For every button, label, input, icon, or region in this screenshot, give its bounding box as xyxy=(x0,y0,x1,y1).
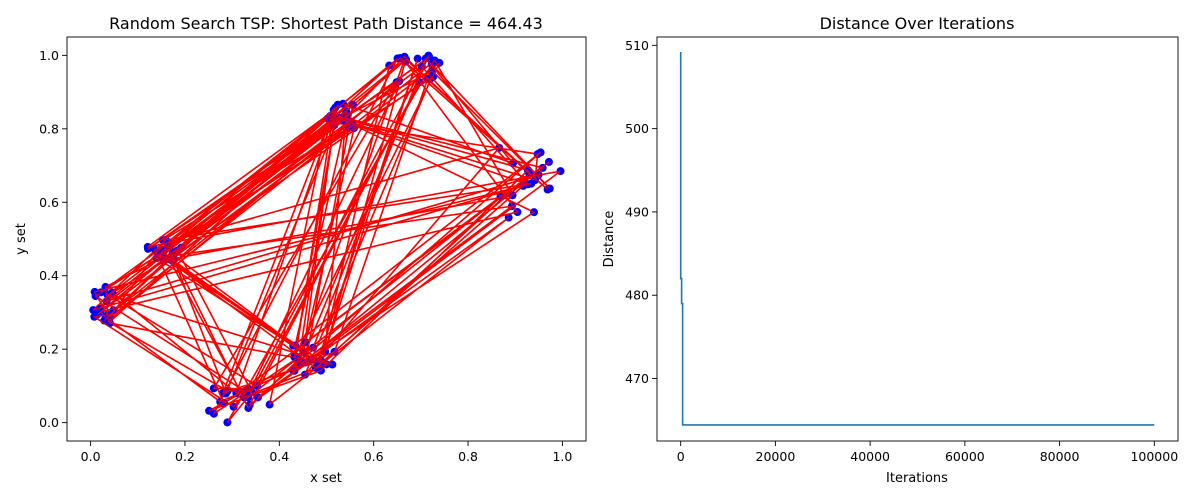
distance-y-ticks: 470 480 490 500 510 xyxy=(625,38,657,386)
y-tick-label: 0.4 xyxy=(39,268,59,283)
x-tick-label: 0.6 xyxy=(364,449,384,464)
y-tick-label: 0.8 xyxy=(39,121,59,136)
y-tick-label: 470 xyxy=(625,371,649,386)
y-tick-label: 0.2 xyxy=(39,342,59,357)
y-tick-label: 500 xyxy=(625,121,649,136)
city-point xyxy=(413,54,422,63)
tsp-route-overlay xyxy=(92,55,561,423)
x-tick-label: 40000 xyxy=(850,449,890,464)
x-tick-label: 0 xyxy=(677,449,685,464)
tsp-plot-title: Random Search TSP: Shortest Path Distanc… xyxy=(109,14,543,33)
x-tick-label: 20000 xyxy=(756,449,796,464)
y-tick-label: 510 xyxy=(625,38,649,53)
x-tick-label: 0.4 xyxy=(269,449,289,464)
y-tick-label: 0.6 xyxy=(39,195,59,210)
y-tick-label: 490 xyxy=(625,204,649,219)
y-tick-label: 1.0 xyxy=(39,48,59,63)
x-tick-label: 1.0 xyxy=(552,449,572,464)
x-tick-label: 100000 xyxy=(1130,449,1178,464)
tsp-city-points xyxy=(89,51,565,427)
y-tick-label: 480 xyxy=(625,288,649,303)
distance-plot-title: Distance Over Iterations xyxy=(820,14,1015,33)
tsp-path-plot: Random Search TSP: Shortest Path Distanc… xyxy=(14,14,587,486)
x-tick-label: 80000 xyxy=(1040,449,1080,464)
x-tick-label: 60000 xyxy=(945,449,985,464)
x-tick-label: 0.0 xyxy=(81,449,101,464)
distance-over-iterations-plot: Distance Over Iterations 0 20000 40000 6000… xyxy=(602,14,1179,486)
tsp-y-axis-label: y set xyxy=(14,223,29,255)
distance-x-axis-label: Iterations xyxy=(886,471,948,486)
tsp-x-ticks: 0.0 0.2 0.4 0.6 0.8 1.0 xyxy=(81,441,572,464)
x-tick-label: 0.8 xyxy=(458,449,478,464)
distance-series xyxy=(679,52,1155,426)
tsp-y-ticks: 0.0 0.2 0.4 0.6 0.8 1.0 xyxy=(39,48,67,430)
distance-line xyxy=(679,52,1155,426)
tsp-plot-frame xyxy=(66,36,587,442)
x-tick-label: 0.2 xyxy=(175,449,195,464)
y-tick-label: 0.0 xyxy=(39,415,59,430)
distance-y-axis-label: Distance xyxy=(602,211,617,268)
distance-x-ticks: 0 20000 40000 60000 80000 100000 xyxy=(677,441,1178,464)
distance-plot-frame xyxy=(656,36,1179,442)
tsp-x-axis-label: x set xyxy=(310,471,342,486)
